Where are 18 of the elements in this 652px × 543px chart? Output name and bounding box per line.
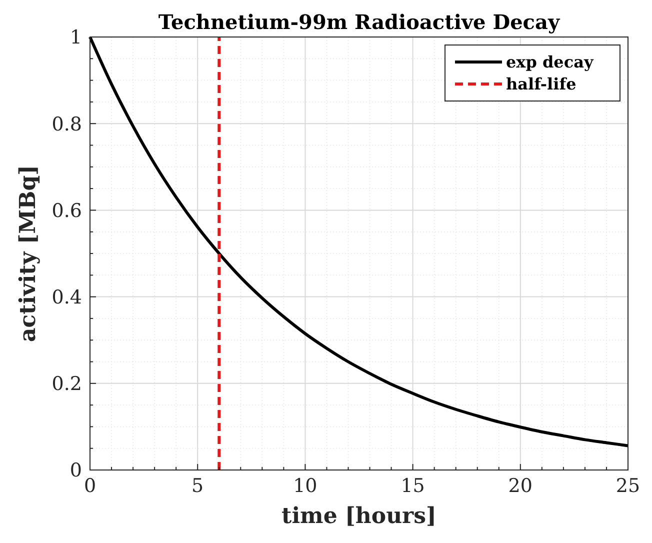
line-series [88, 36, 630, 448]
y-tick-label: 0.2 [52, 373, 82, 396]
x-tick-label: 5 [192, 475, 204, 497]
y-tick-label: 0.6 [52, 200, 82, 222]
x-tick-label: 0 [84, 475, 96, 497]
y-tick-label: 1 [70, 26, 82, 49]
x-tick-label: 20 [508, 475, 532, 497]
legend-label: half-life [506, 74, 576, 94]
y-tick-label: 0.8 [52, 113, 82, 136]
x-tick-label: 25 [616, 475, 640, 497]
y-axis-title: activity [MBq] [15, 164, 41, 342]
chart-title: Technetium-99m Radioactive Decay [158, 10, 561, 34]
y-tick-label: 0 [70, 460, 82, 482]
x-axis-title: time [hours] [282, 503, 436, 529]
x-tick-label: 15 [400, 475, 425, 497]
legend-label: exp decay [506, 52, 594, 72]
x-tick-label: 10 [293, 475, 318, 497]
y-tick-label: 0.4 [52, 286, 82, 308]
